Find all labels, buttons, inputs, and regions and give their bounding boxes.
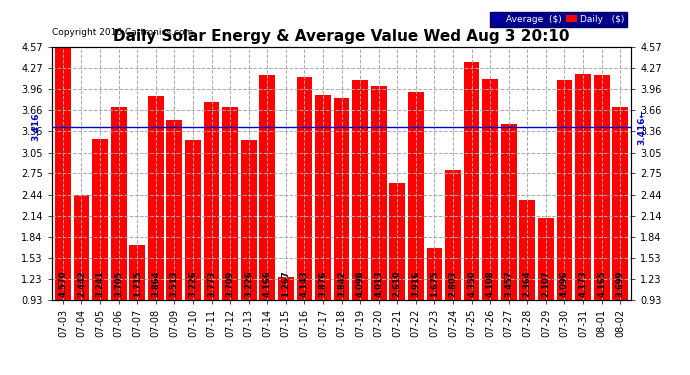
Bar bbox=[593, 75, 609, 300]
Text: 2.803: 2.803 bbox=[448, 270, 457, 297]
Text: 2.364: 2.364 bbox=[523, 270, 532, 297]
Text: 4.166: 4.166 bbox=[263, 270, 272, 297]
Text: 1.675: 1.675 bbox=[430, 270, 439, 297]
Bar bbox=[575, 75, 591, 300]
Text: 4.165: 4.165 bbox=[597, 270, 606, 297]
Text: 4.570: 4.570 bbox=[59, 270, 68, 297]
Text: 3.916: 3.916 bbox=[411, 270, 420, 297]
Text: 1.715: 1.715 bbox=[132, 270, 141, 297]
Bar bbox=[241, 140, 257, 300]
Text: 2.107: 2.107 bbox=[542, 270, 551, 297]
Bar bbox=[557, 80, 573, 300]
Text: 4.013: 4.013 bbox=[374, 270, 383, 297]
Bar bbox=[148, 96, 164, 300]
Bar bbox=[612, 108, 628, 300]
Text: 4.096: 4.096 bbox=[560, 270, 569, 297]
Text: 3.513: 3.513 bbox=[170, 270, 179, 297]
Text: 3.876: 3.876 bbox=[319, 270, 328, 297]
Text: 3.709: 3.709 bbox=[226, 270, 235, 297]
Text: 4.098: 4.098 bbox=[355, 270, 364, 297]
Bar bbox=[110, 107, 126, 300]
Text: 4.108: 4.108 bbox=[486, 270, 495, 297]
Bar bbox=[55, 47, 71, 300]
Text: 3.705: 3.705 bbox=[114, 270, 123, 297]
Bar bbox=[538, 218, 554, 300]
Text: 3.226: 3.226 bbox=[188, 270, 197, 297]
Bar bbox=[297, 76, 313, 300]
Bar bbox=[74, 195, 90, 300]
Text: 3.416←: 3.416← bbox=[637, 109, 646, 145]
Bar bbox=[371, 86, 386, 300]
Bar bbox=[445, 170, 461, 300]
Bar bbox=[464, 62, 480, 300]
Text: 3.241: 3.241 bbox=[95, 270, 105, 297]
Text: 4.173: 4.173 bbox=[578, 270, 588, 297]
Bar bbox=[166, 120, 182, 300]
Bar bbox=[222, 107, 238, 300]
Bar bbox=[482, 79, 498, 300]
Text: 1.267: 1.267 bbox=[282, 270, 290, 297]
Bar bbox=[204, 102, 219, 300]
Bar bbox=[92, 139, 108, 300]
Text: 3.416: 3.416 bbox=[31, 113, 40, 141]
Bar bbox=[278, 277, 294, 300]
Bar bbox=[352, 80, 368, 300]
Bar bbox=[426, 248, 442, 300]
Text: 3.842: 3.842 bbox=[337, 270, 346, 297]
Text: 3.773: 3.773 bbox=[207, 270, 216, 297]
Text: 4.143: 4.143 bbox=[300, 270, 309, 297]
Bar bbox=[185, 140, 201, 300]
Bar bbox=[129, 245, 145, 300]
Title: Daily Solar Energy & Average Value Wed Aug 3 20:10: Daily Solar Energy & Average Value Wed A… bbox=[113, 29, 570, 44]
Text: 2.610: 2.610 bbox=[393, 270, 402, 297]
Text: 3.864: 3.864 bbox=[151, 270, 160, 297]
Bar bbox=[520, 200, 535, 300]
Bar bbox=[389, 183, 405, 300]
Text: 4.350: 4.350 bbox=[467, 270, 476, 297]
Legend: Average  ($), Daily   ($): Average ($), Daily ($) bbox=[490, 12, 627, 27]
Bar bbox=[501, 124, 517, 300]
Text: 3.699: 3.699 bbox=[615, 270, 624, 297]
Bar bbox=[334, 98, 349, 300]
Text: Copyright 2016 Cartronics.com: Copyright 2016 Cartronics.com bbox=[52, 28, 193, 37]
Bar bbox=[408, 92, 424, 300]
Text: 3.457: 3.457 bbox=[504, 270, 513, 297]
Text: 3.226: 3.226 bbox=[244, 270, 253, 297]
Bar bbox=[259, 75, 275, 300]
Text: 2.442: 2.442 bbox=[77, 270, 86, 297]
Bar bbox=[315, 95, 331, 300]
